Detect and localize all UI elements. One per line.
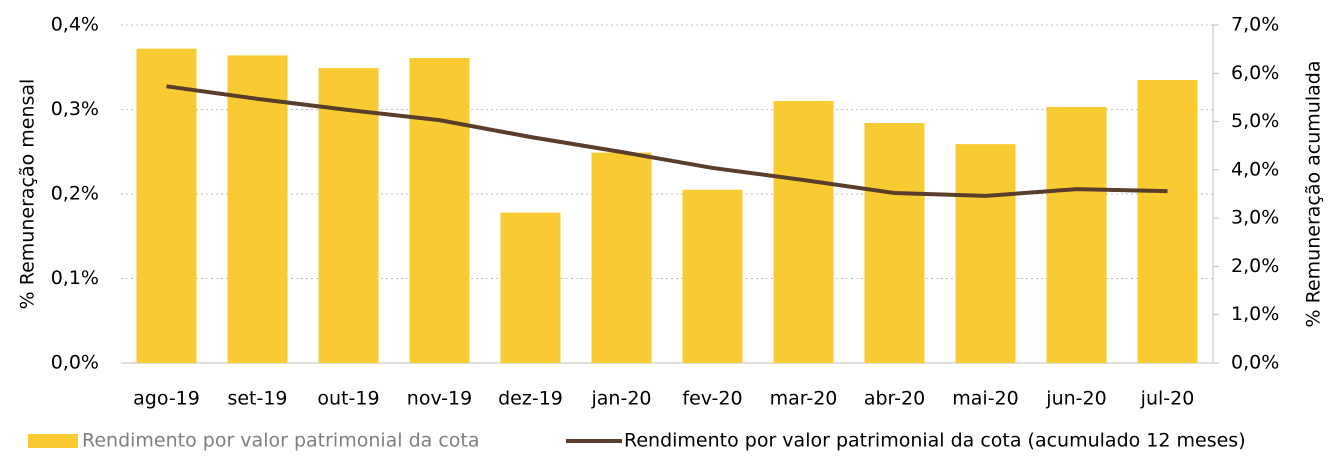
bar <box>1137 79 1198 364</box>
bar <box>955 144 1016 363</box>
y2-tick-label: 0,0% <box>1231 352 1279 374</box>
x-tick-label: jul-20 <box>1140 388 1195 410</box>
bar <box>136 48 197 363</box>
x-tick-label: abr-20 <box>864 388 925 410</box>
bar <box>1046 106 1107 363</box>
bar <box>318 68 379 363</box>
bar <box>591 152 652 363</box>
bar <box>864 123 925 364</box>
legend-label: Rendimento por valor patrimonial da cota <box>82 430 480 452</box>
x-tick-label: set-19 <box>227 388 287 410</box>
y2-tick-label: 5,0% <box>1231 110 1279 132</box>
y2-tick-label: 4,0% <box>1231 158 1279 180</box>
y-tick-label: 0,2% <box>51 183 99 205</box>
y2-tick-label: 3,0% <box>1231 207 1279 229</box>
y-tick-label: 0,0% <box>51 352 99 374</box>
y2-tick-label: 6,0% <box>1231 62 1279 84</box>
x-tick-label: nov-19 <box>407 388 472 410</box>
x-tick-label: mar-20 <box>770 388 838 410</box>
x-tick-label: jun-20 <box>1045 388 1106 410</box>
x-tick-label: mai-20 <box>952 388 1018 410</box>
legend-swatch <box>28 434 78 448</box>
x-tick-label: dez-19 <box>498 388 563 410</box>
bar <box>227 55 288 364</box>
x-tick-label: jan-20 <box>591 388 652 410</box>
bar <box>773 101 834 364</box>
y2-tick-label: 7,0% <box>1231 14 1279 36</box>
line <box>166 84 1168 198</box>
y-axis-label: % Remuneração mensal <box>17 79 39 310</box>
x-tick-label: out-19 <box>317 388 379 410</box>
y2-tick-label: 2,0% <box>1231 255 1279 277</box>
y2-axis-label: % Remuneração acumulada <box>1303 61 1325 328</box>
y-tick-label: 0,1% <box>51 267 99 289</box>
bar <box>682 189 743 363</box>
bar <box>500 212 561 363</box>
bar <box>409 57 470 364</box>
y2-tick-label: 1,0% <box>1231 303 1279 325</box>
y-tick-label: 0,4% <box>51 14 99 36</box>
legend-label: Rendimento por valor patrimonial da cota… <box>624 430 1246 452</box>
x-tick-label: ago-19 <box>133 388 200 410</box>
x-tick-label: fev-20 <box>682 388 742 410</box>
y-tick-label: 0,3% <box>51 98 99 120</box>
